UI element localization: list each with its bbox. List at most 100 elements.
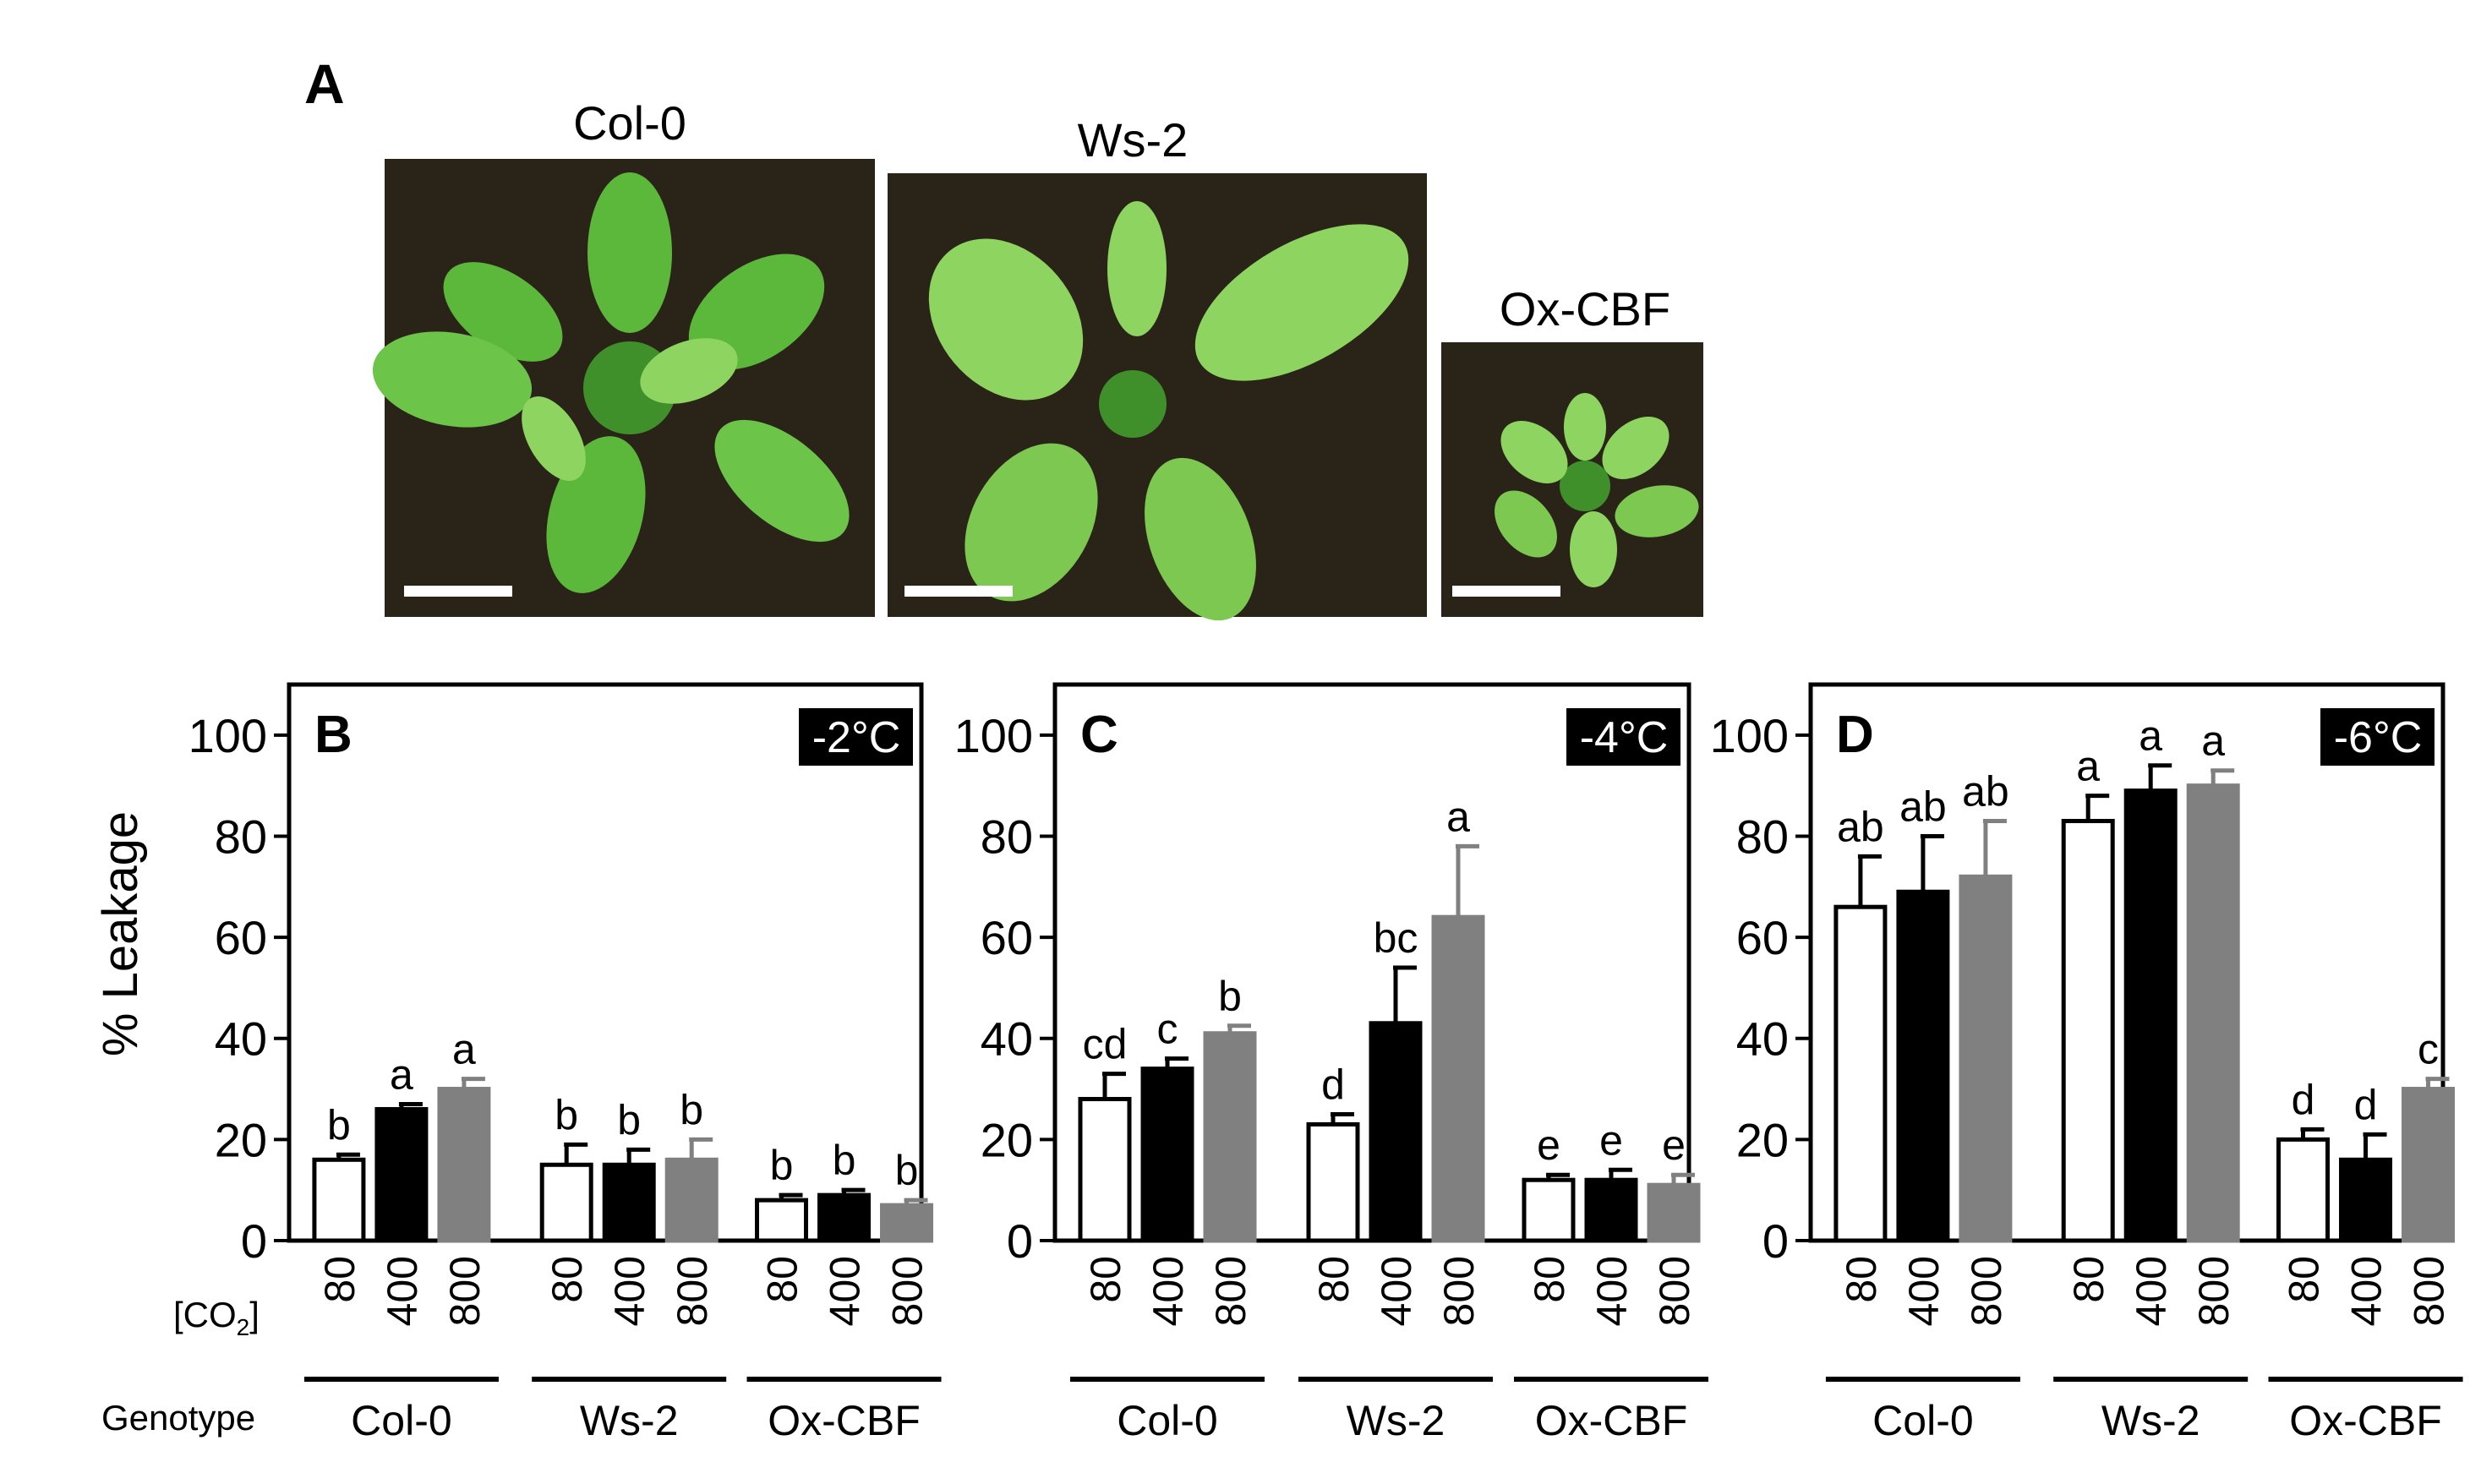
bar-ws2-400 xyxy=(2123,788,2178,1243)
y-tick-label: 20 xyxy=(1736,1113,1789,1166)
photo-col0-label: Col-0 xyxy=(573,96,686,150)
scale-bar-oxcbf xyxy=(1452,586,1560,597)
significance-letter: d xyxy=(1321,1061,1345,1108)
significance-letter: d xyxy=(2354,1081,2378,1128)
bar-oxcbf-80 xyxy=(2276,1137,2331,1243)
temperature-badge-bg xyxy=(2320,708,2435,766)
significance-letter: b xyxy=(770,1142,794,1189)
scale-bar-ws2 xyxy=(904,586,1013,597)
bar-ws2-400 xyxy=(602,1162,656,1243)
bar-col0-800 xyxy=(1959,874,2013,1243)
temperature-badge: -4°C xyxy=(1580,713,1669,762)
bar-col0-400 xyxy=(1140,1067,1194,1243)
co2-tick-label: 400 xyxy=(1588,1256,1636,1326)
y-tick-label: 100 xyxy=(954,709,1033,762)
rosette-photo-ws2-icon xyxy=(928,201,1409,621)
y-tick-label: 40 xyxy=(981,1012,1033,1066)
photo-oxcbf-label: Ox-CBF xyxy=(1500,282,1670,336)
significance-letter: d xyxy=(2292,1076,2315,1123)
significance-letter: b xyxy=(895,1147,919,1194)
bar-ws2-800 xyxy=(2186,783,2240,1243)
co2-tick-label: 800 xyxy=(1963,1256,2010,1326)
significance-letter: cd xyxy=(1083,1021,1128,1068)
bar-ws2-80 xyxy=(2061,819,2115,1243)
co2-row-label: [CO2] xyxy=(173,1295,260,1340)
co2-tick-label: 400 xyxy=(606,1256,653,1326)
significance-letter: b xyxy=(327,1101,351,1148)
significance-letter: a xyxy=(452,1026,476,1073)
chart-panel-b: 0 20 40 60 80 100 B -2°C b 80 a 400 a 800 Col-0 b 80 b 400… xyxy=(189,682,942,1444)
significance-letter: b xyxy=(1218,973,1242,1020)
co2-tick-label: 80 xyxy=(1838,1256,1885,1303)
co2-tick-label: 800 xyxy=(884,1256,932,1326)
significance-letter: b xyxy=(555,1091,578,1138)
significance-letter: b xyxy=(617,1096,641,1143)
co2-tick-label: 800 xyxy=(2190,1256,2238,1326)
genotype-label: Ox-CBF xyxy=(768,1397,921,1444)
bar-col0-400 xyxy=(374,1106,429,1243)
temperature-badge: -2°C xyxy=(812,713,901,762)
genotype-label: Ws-2 xyxy=(2101,1397,2200,1444)
y-tick-label: 60 xyxy=(981,911,1033,964)
genotype-label: Col-0 xyxy=(351,1397,451,1444)
co2-tick-label: 400 xyxy=(2343,1256,2391,1326)
significance-letter: c xyxy=(1157,1006,1178,1053)
significance-letter: e xyxy=(1662,1121,1686,1169)
co2-tick-label: 400 xyxy=(822,1256,869,1326)
photo-col0: Col-0 xyxy=(372,96,875,617)
co2-tick-label: 800 xyxy=(2406,1256,2453,1326)
significance-letter: a xyxy=(1446,793,1470,840)
bar-oxcbf-800 xyxy=(1647,1182,1701,1243)
co2-tick-label: 80 xyxy=(1082,1256,1129,1303)
co2-tick-label: 800 xyxy=(1435,1256,1483,1326)
significance-letter: b xyxy=(680,1086,703,1133)
temperature-badge-bg xyxy=(1566,708,1680,766)
panel-letter: D xyxy=(1836,706,1874,764)
bar-oxcbf-400 xyxy=(1584,1177,1638,1243)
co2-tick-label: 800 xyxy=(1207,1256,1254,1326)
genotype-label: Ox-CBF xyxy=(1535,1397,1688,1444)
co2-tick-label: 80 xyxy=(1526,1256,1573,1303)
y-tick-label: 0 xyxy=(1762,1214,1789,1268)
genotype-label: Col-0 xyxy=(1872,1397,1973,1444)
photo-ws2: Ws-2 xyxy=(888,113,1427,621)
co2-tick-label: 80 xyxy=(2281,1256,2328,1303)
significance-letter: ab xyxy=(1837,803,1884,850)
photo-oxcbf: Ox-CBF xyxy=(1441,282,1703,617)
y-tick-label: 100 xyxy=(1710,709,1789,762)
genotype-label: Col-0 xyxy=(1117,1397,1217,1444)
temperature-badge: -6°C xyxy=(2334,713,2423,762)
scale-bar-col0 xyxy=(404,586,512,597)
co2-tick-label: 80 xyxy=(2065,1256,2112,1303)
co2-tick-label: 800 xyxy=(441,1256,489,1326)
co2-tick-label: 800 xyxy=(669,1256,716,1326)
significance-letter: c xyxy=(2418,1026,2439,1073)
bar-oxcbf-80 xyxy=(1522,1177,1576,1243)
temperature-badge-bg xyxy=(799,708,913,766)
bar-ws2-400 xyxy=(1369,1021,1423,1243)
co2-tick-label: 400 xyxy=(1900,1256,1948,1326)
genotype-label: Ws-2 xyxy=(1347,1397,1445,1444)
bar-oxcbf-400 xyxy=(817,1192,872,1243)
bar-ws2-80 xyxy=(1306,1121,1360,1243)
significance-letter: a xyxy=(390,1050,413,1098)
significance-letter: b xyxy=(833,1137,856,1184)
y-tick-label: 20 xyxy=(981,1113,1033,1166)
significance-letter: ab xyxy=(1962,768,2009,816)
rosette-photo-oxcbf-icon xyxy=(1495,393,1699,587)
bar-col0-800 xyxy=(1203,1031,1257,1243)
y-axis-label: % Leakage xyxy=(93,811,148,1056)
co2-tick-label: 400 xyxy=(1145,1256,1192,1326)
significance-letter: a xyxy=(2139,712,2162,760)
genotype-row-label: Genotype xyxy=(101,1398,255,1438)
bar-col0-80 xyxy=(1833,904,1888,1243)
chart-panel-d: 0 20 40 60 80 100 D -6°C ab 80 ab 400 ab 800 Col-0 a 80 a… xyxy=(1710,682,2463,1444)
y-tick-label: 60 xyxy=(1736,911,1789,964)
chart-panel-c: 0 20 40 60 80 100 C -4°C cd 80 c 400 b 800 Col-0 d 80 bc 4… xyxy=(954,682,1708,1444)
bar-oxcbf-400 xyxy=(2339,1157,2393,1243)
co2-tick-label: 80 xyxy=(1310,1256,1358,1303)
photo-ws2-label: Ws-2 xyxy=(1078,113,1189,166)
bar-col0-80 xyxy=(312,1157,366,1243)
co2-tick-label: 400 xyxy=(379,1256,426,1326)
